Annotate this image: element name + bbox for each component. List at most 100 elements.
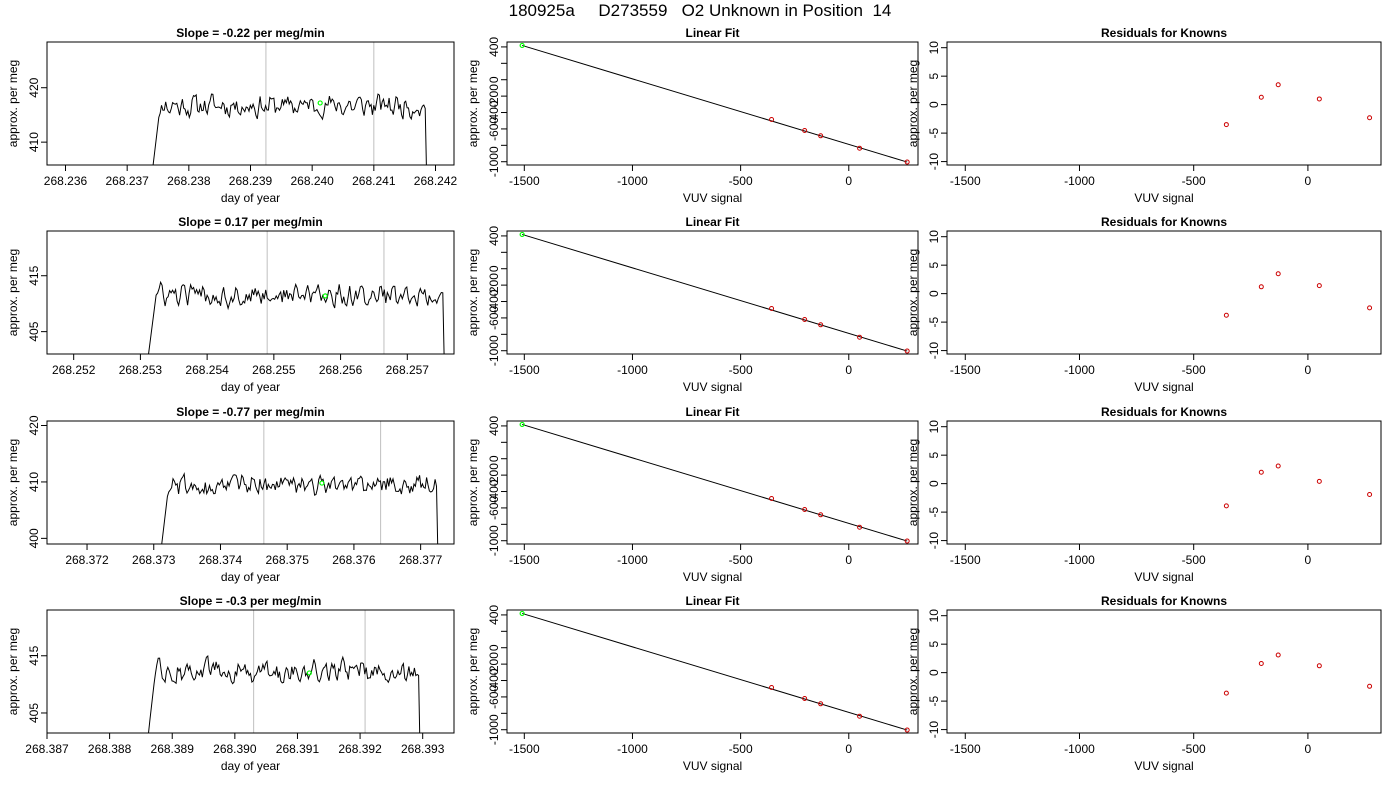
panel-1-3: Linear Fit VUV signal approx. per meg -1500… [466,594,919,773]
known-point [769,116,775,122]
y-tick-label: -200 [487,273,501,297]
x-axis-label: day of year [221,191,280,205]
known-point [1223,312,1229,318]
x-tick-label: 268.238 [167,174,211,188]
panel-1-0: Linear Fit VUV signal approx. per meg -1500… [466,26,919,205]
known-point [1316,663,1322,669]
x-tick-label: 268.241 [352,174,396,188]
known-point [769,684,775,690]
y-tick-label: 415 [27,645,41,665]
panel-title: Linear Fit [685,215,739,229]
x-tick-label: 0 [1305,742,1312,756]
x-tick-label: 0 [845,742,852,756]
unknown-point [519,610,525,617]
y-tick-label: 5 [927,262,941,269]
fit-line [521,44,908,163]
panel-title: Linear Fit [685,26,739,40]
y-tick-label: 0 [927,101,941,108]
y-tick-label: 0 [487,455,501,462]
y-tick-label: 10 [927,41,941,55]
x-tick-label: -500 [1182,742,1206,756]
x-tick-label: 268.377 [399,553,443,567]
y-axis-label: approx. per meg [906,628,920,715]
mean-marker [319,480,325,486]
known-point [1316,96,1322,102]
y-tick-label: -10 [927,342,941,360]
y-tick-label: 0 [487,265,501,272]
y-tick-label: -600 [487,496,501,520]
fit-line [521,423,908,542]
known-point [904,727,910,733]
y-tick-label: -10 [927,532,941,550]
plot-area [1223,82,1373,128]
known-point [1367,115,1373,121]
x-tick-label: -500 [729,553,753,567]
x-tick-label: 268.239 [229,174,273,188]
y-tick-label: -600 [487,306,501,330]
mean-marker [306,670,312,676]
x-tick-label: 0 [845,553,852,567]
known-point [1258,661,1264,667]
x-tick-label: 268.256 [319,363,363,377]
plot-frame [506,420,919,545]
y-tick-label: 410 [27,132,41,152]
plot-frame [946,609,1382,734]
y-tick-label: 400 [27,528,41,548]
known-point [1258,94,1264,100]
data-trace [152,93,427,165]
y-tick-label: 0 [487,644,501,651]
x-tick-label: -1000 [1064,363,1095,377]
y-axis-label: approx. per meg [466,628,480,715]
x-axis-label: VUV signal [683,570,742,584]
x-tick-label: -1500 [950,174,981,188]
panel-title: Residuals for Knowns [1101,26,1227,40]
y-tick-label: -1000 [487,714,501,745]
y-axis-label: approx. per meg [466,439,480,526]
plot-frame [506,41,919,166]
x-tick-label: -1500 [950,363,981,377]
fit-line [521,233,908,352]
y-tick-label: 0 [927,669,941,676]
y-axis-label: approx. per meg [906,439,920,526]
known-point [818,701,824,707]
known-point [1367,491,1373,497]
known-point [1258,284,1264,290]
y-axis-label: approx. per meg [906,249,920,336]
panel-title: Linear Fit [685,405,739,419]
x-axis-label: VUV signal [1134,191,1193,205]
plot-area [1223,463,1373,509]
known-point [818,322,824,328]
mean-marker [322,293,328,299]
y-tick-label: -600 [487,117,501,141]
x-tick-label: 0 [1305,363,1312,377]
x-tick-label: -500 [729,363,753,377]
x-tick-label: -1000 [617,174,648,188]
y-tick-label: -10 [927,721,941,739]
panel-1-2: Linear Fit VUV signal approx. per meg -1500… [466,405,919,584]
y-tick-label: 420 [27,77,41,97]
x-tick-label: 268.252 [52,363,96,377]
y-axis-label: approx. per meg [466,249,480,336]
y-tick-label: 400 [487,37,501,57]
mean-marker [317,100,323,106]
y-tick-label: -400 [487,479,501,503]
plot-area [519,421,910,544]
plot-frame [946,41,1382,166]
x-tick-label: 268.376 [332,553,376,567]
x-tick-label: 0 [845,363,852,377]
known-point [1275,271,1281,277]
known-point [769,305,775,311]
y-tick-label: -1000 [487,146,501,177]
x-tick-label: -500 [729,742,753,756]
y-axis-label: approx. per meg [906,60,920,147]
y-tick-label: -5 [927,127,941,138]
known-point [1367,305,1373,311]
y-tick-label: -5 [927,695,941,706]
plot-area [1223,652,1373,696]
y-tick-label: -5 [927,506,941,517]
y-tick-label: 420 [27,415,41,435]
y-tick-label: 400 [487,226,501,246]
x-axis-label: day of year [221,570,280,584]
y-axis-label: approx. per meg [6,439,20,526]
